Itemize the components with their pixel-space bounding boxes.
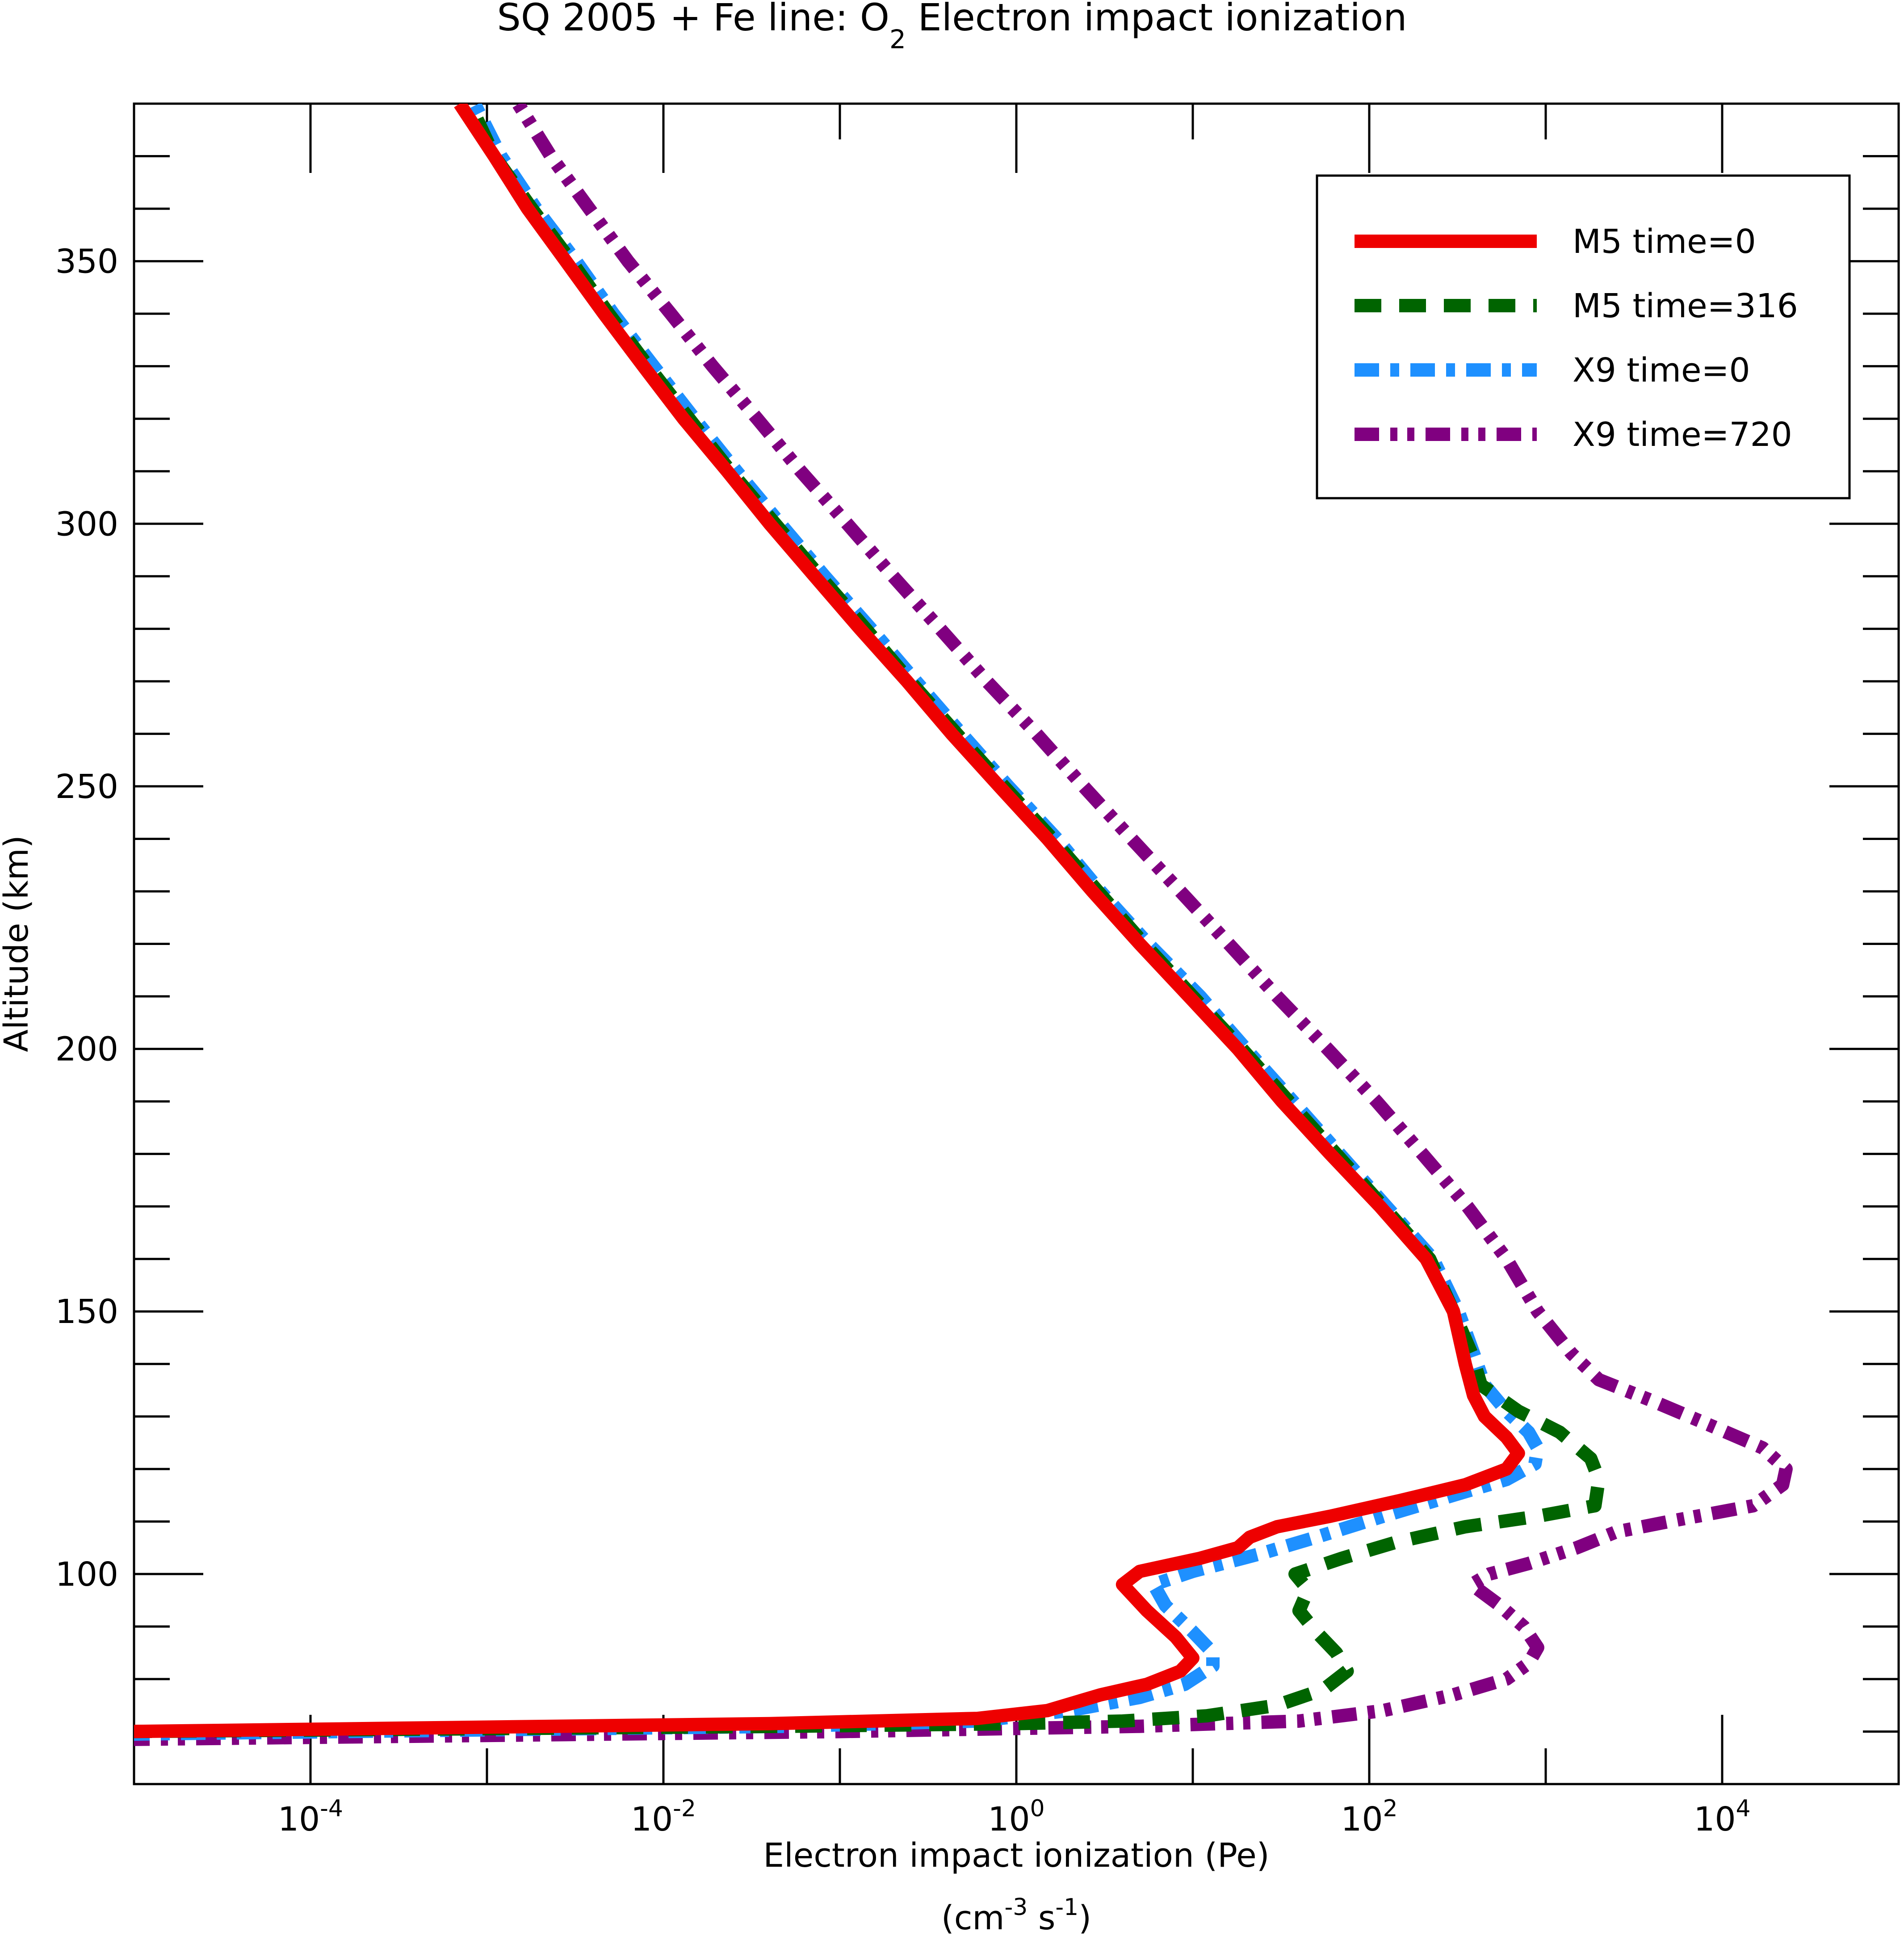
legend: M5 time=0 M5 time=316 X9 time=0 X9 time=720 (1316, 174, 1851, 500)
y-tick-label: 150 (55, 1293, 118, 1331)
axis-tick-labels: 10-4 10-2 100 102 104 100 150 200 250 300 350 (55, 243, 1751, 1839)
x-tick-label: 100 (988, 1795, 1044, 1839)
series-line-1 (134, 104, 1525, 1738)
series-line-4 (134, 104, 1793, 1746)
legend-box (1316, 174, 1851, 500)
y-tick-label: 300 (55, 505, 118, 543)
y-tick-label: 350 (55, 243, 118, 281)
series-line-3 (134, 104, 1544, 1741)
y-tick-label: 100 (55, 1555, 118, 1594)
x-tick-label: 102 (1341, 1795, 1397, 1839)
chart-title: SQ 2005 + Fe line: O2 Electron impact io… (497, 0, 1407, 55)
legend-entries: M5 time=0 M5 time=316 X9 time=0 X9 time=720 (1355, 223, 1798, 454)
x-tick-label: 10-2 (631, 1795, 696, 1839)
x-tick-label: 104 (1694, 1795, 1750, 1839)
legend-label: M5 time=316 (1573, 287, 1798, 325)
legend-label: X9 time=0 (1573, 351, 1750, 390)
x-axis-label: Electron impact ionization (Pe) (763, 1836, 1269, 1875)
y-tick-label: 250 (55, 768, 118, 806)
legend-label: M5 time=0 (1573, 223, 1756, 261)
series-layer (134, 104, 1793, 1746)
y-tick-label: 200 (55, 1030, 118, 1069)
x-tick-label: 10-4 (278, 1795, 343, 1839)
legend-label: X9 time=720 (1573, 416, 1792, 454)
x-axis-units: (cm-3 s-1) (941, 1894, 1091, 1937)
y-axis-label: Altitude (km) (0, 835, 36, 1052)
